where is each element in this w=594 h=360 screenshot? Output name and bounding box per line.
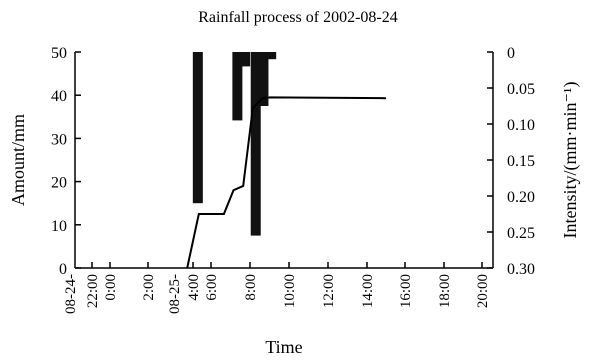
x-tick-label: 2:00 bbox=[141, 274, 157, 301]
x-tick-label: 0:00 bbox=[103, 274, 119, 301]
x-tick-label: 18:00 bbox=[437, 274, 453, 308]
right-tick-label: 0.25 bbox=[507, 225, 535, 242]
y-axis-left-label: Amount/mm bbox=[8, 114, 28, 206]
x-tick-label: 6:00 bbox=[204, 274, 220, 301]
right-tick-label: 0.05 bbox=[507, 81, 535, 98]
left-tick-label: 30 bbox=[51, 131, 67, 148]
right-tick-label: 0.20 bbox=[507, 189, 535, 206]
x-tick-label: 8:00 bbox=[243, 274, 259, 301]
left-axis-ticks: 0 10 20 30 40 50 bbox=[51, 45, 81, 278]
intensity-bar bbox=[232, 52, 243, 121]
chart-title: Rainfall process of 2002-08-24 bbox=[198, 9, 398, 26]
right-tick-label: 0.30 bbox=[507, 261, 535, 278]
right-tick-label: 0.10 bbox=[507, 117, 535, 134]
left-tick-label: 0 bbox=[59, 261, 67, 278]
x-tick-label: 12:00 bbox=[321, 274, 337, 308]
x-tick-label: 16:00 bbox=[398, 274, 414, 308]
intensity-bar bbox=[258, 52, 269, 106]
right-axis-ticks: 0 0.05 0.10 0.15 0.20 0.25 0.30 bbox=[487, 45, 535, 278]
x-tick-label: 08-25- bbox=[167, 274, 183, 314]
amount-line-group bbox=[186, 96, 387, 269]
right-tick-label: 0.15 bbox=[507, 153, 535, 170]
x-tick-label: 10:00 bbox=[282, 274, 298, 308]
x-tick-label: 14:00 bbox=[360, 274, 376, 308]
x-tick-label: 4:00 bbox=[186, 274, 202, 301]
plot-frame bbox=[74, 52, 494, 269]
x-tick-label: 08-24- bbox=[63, 274, 79, 314]
right-tick-label: 0 bbox=[507, 45, 515, 62]
intensity-bar bbox=[266, 52, 277, 60]
amount-line bbox=[186, 96, 387, 269]
x-tick-label: 20:00 bbox=[475, 274, 491, 308]
x-axis-ticks: 08-24- 22:00 0:00 2:00 08-25- 4:00 6:00 8:00 10:… bbox=[63, 262, 491, 314]
x-tick-label: 22:00 bbox=[85, 274, 101, 308]
left-tick-label: 20 bbox=[51, 175, 67, 192]
left-tick-label: 50 bbox=[51, 45, 67, 62]
left-tick-label: 40 bbox=[51, 88, 67, 105]
intensity-bar bbox=[250, 52, 261, 236]
intensity-bar bbox=[240, 52, 251, 67]
intensity-bars bbox=[192, 52, 277, 236]
y-axis-right-label: Intensity/(mm·min⁻¹) bbox=[560, 82, 581, 239]
x-axis-label: Time bbox=[265, 337, 302, 357]
left-tick-label: 10 bbox=[51, 218, 67, 235]
intensity-bar bbox=[192, 52, 203, 204]
